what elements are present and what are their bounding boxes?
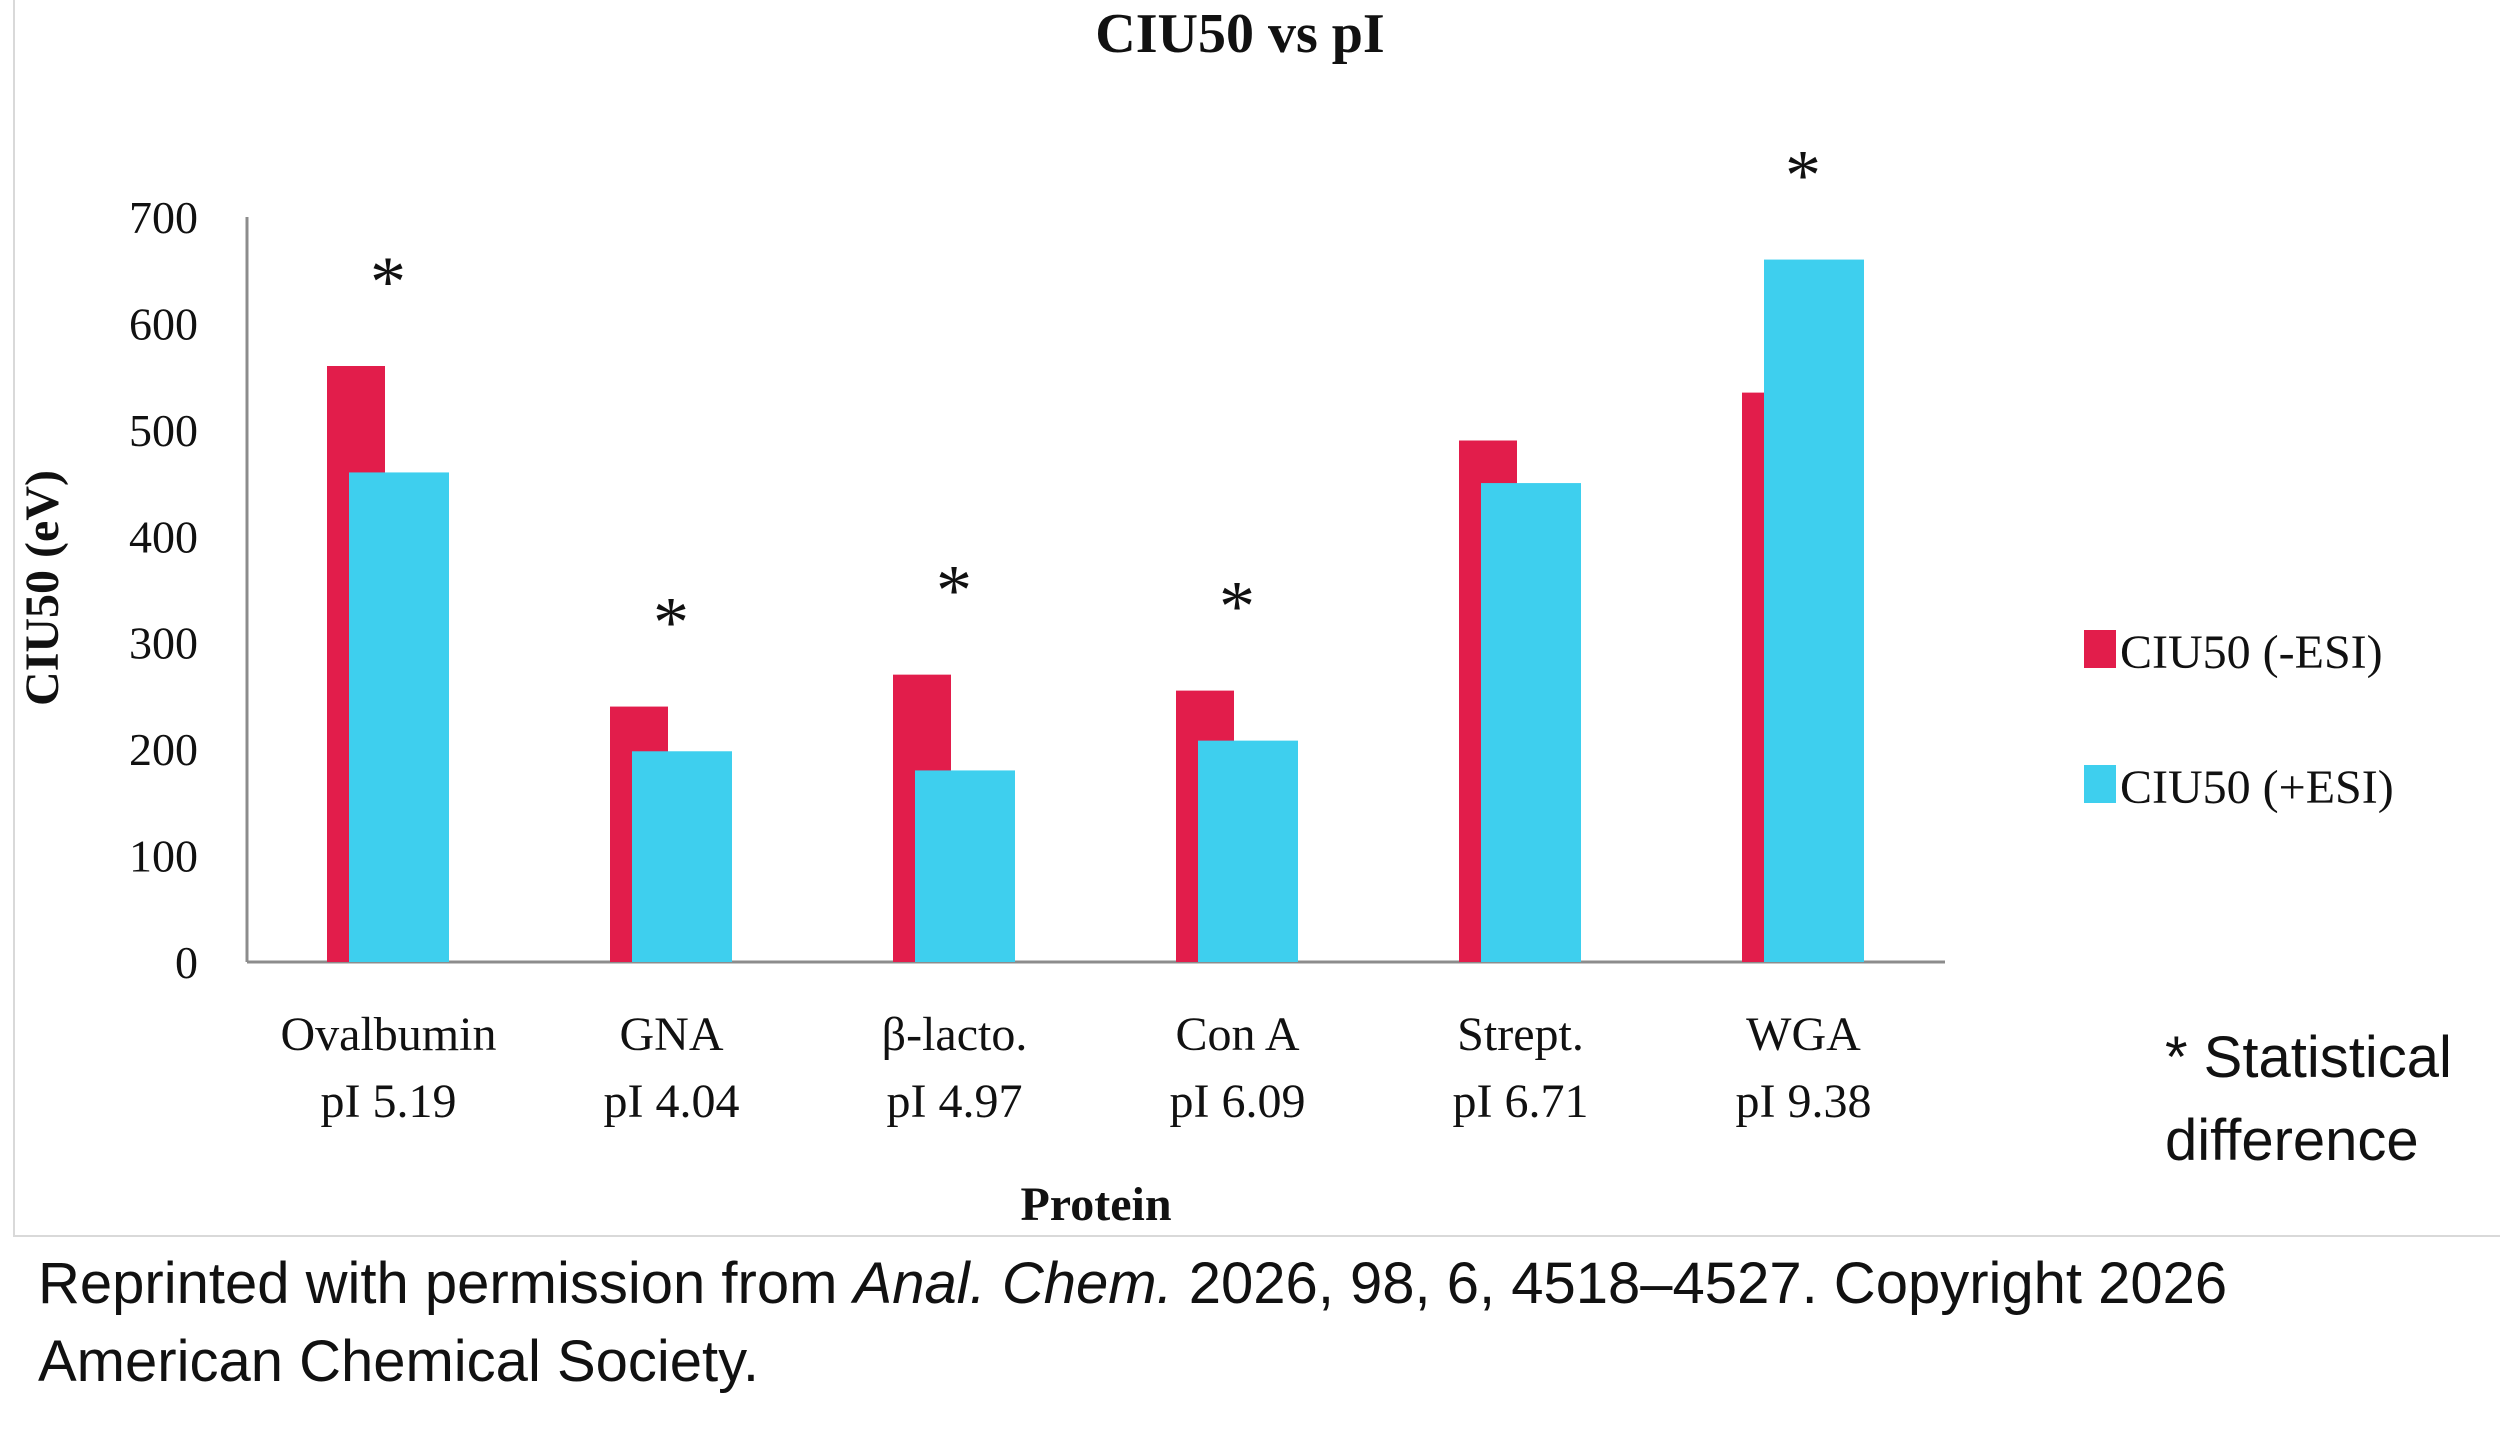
x-tick-label-pi: pI 9.38 — [1736, 1075, 1872, 1128]
bar-esi-positive — [1481, 483, 1581, 962]
y-tick-label: 200 — [129, 724, 198, 775]
x-axis-label: Protein — [1020, 1178, 1171, 1231]
y-tick-label: 500 — [129, 405, 198, 456]
bar-esi-positive — [349, 472, 449, 962]
legend-swatch — [2084, 630, 2116, 668]
x-tick-label-pi: pI 4.04 — [604, 1075, 740, 1128]
y-tick-label: 0 — [175, 937, 198, 988]
significance-asterisk: * — [653, 583, 689, 663]
y-tick-label: 700 — [129, 192, 198, 243]
x-tick-label-pi: pI 4.97 — [887, 1075, 1023, 1128]
significance-note-line1: * Statistical — [2165, 1025, 2452, 1090]
x-tick-label-protein: Ovalbumin — [281, 1008, 497, 1061]
x-tick-label-protein: β-lacto. — [882, 1008, 1028, 1061]
x-tick-label-protein: GNA — [620, 1008, 724, 1061]
bar-esi-positive — [632, 751, 732, 962]
bar-chart: CIU50 vs pI CIU50 (eV) Protein 0 100 200 30… — [16, 3, 2452, 1231]
significance-asterisk: * — [370, 242, 406, 322]
chart-title: CIU50 vs pI — [1095, 3, 1384, 65]
bar-esi-positive — [1198, 740, 1298, 962]
significance-note-line2: difference — [2165, 1108, 2419, 1173]
significance-asterisk: * — [1219, 567, 1255, 647]
y-tick-label: 100 — [129, 831, 198, 882]
x-tick-label-pi: pI 5.19 — [321, 1075, 457, 1128]
legend-label: CIU50 (+ESI) — [2120, 761, 2394, 814]
x-tick-label-protein: Strept. — [1457, 1008, 1584, 1061]
bar-esi-positive — [915, 770, 1015, 962]
figure-caption: Reprinted with permission from Anal. Che… — [38, 1245, 2478, 1401]
axes: 0 100 200 300 400 500 600 700 — [129, 192, 1945, 988]
x-tick-label-protein: WGA — [1746, 1008, 1861, 1061]
bars: * * * * * — [327, 136, 1864, 963]
caption-prefix: Reprinted with permission from — [38, 1251, 854, 1316]
legend-label: CIU50 (-ESI) — [2120, 626, 2383, 679]
y-tick-label: 300 — [129, 618, 198, 669]
caption-line-2: American Chemical Society. — [38, 1329, 759, 1394]
caption-journal: Anal. Chem. — [853, 1251, 1173, 1316]
y-tick-label: 400 — [129, 511, 198, 562]
x-tick-labels: Ovalbumin pI 5.19 GNA pI 4.04 β-lacto. pI 4.9… — [281, 1008, 1872, 1128]
bar-esi-positive — [1764, 259, 1864, 963]
x-tick-label-pi: pI 6.09 — [1170, 1075, 1306, 1128]
y-axis-label: CIU50 (eV) — [16, 470, 69, 706]
x-tick-label-protein: Con A — [1175, 1008, 1299, 1061]
legend: CIU50 (-ESI) CIU50 (+ESI) — [2084, 626, 2394, 814]
caption-line-1: Reprinted with permission from Anal. Che… — [38, 1245, 2478, 1323]
y-tick-label: 600 — [129, 298, 198, 349]
caption-suffix: 2026, 98, 6, 4518–4527. Copyright 2026 — [1172, 1251, 2228, 1316]
significance-asterisk: * — [936, 551, 972, 631]
x-tick-label-pi: pI 6.71 — [1453, 1075, 1589, 1128]
significance-asterisk: * — [1785, 136, 1821, 216]
legend-swatch — [2084, 765, 2116, 803]
